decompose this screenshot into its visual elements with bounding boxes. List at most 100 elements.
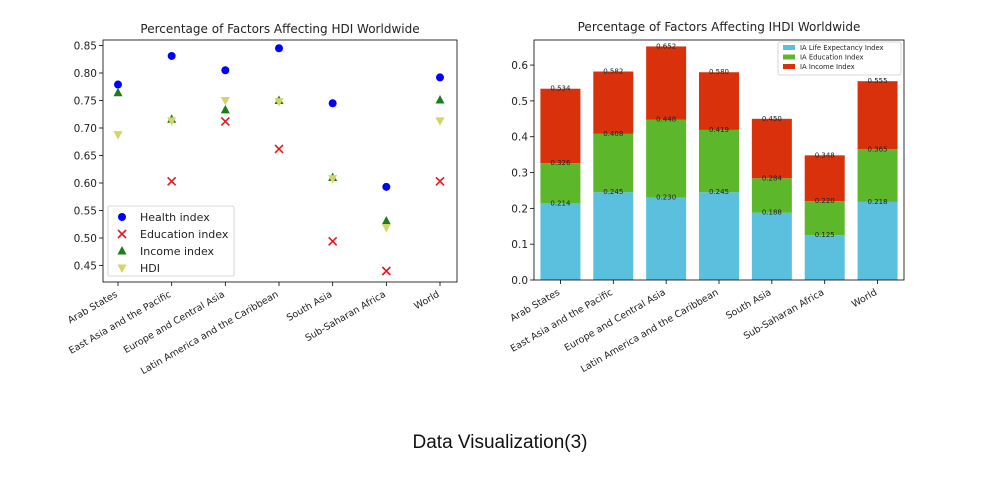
- data-label: 0.448: [656, 116, 676, 124]
- bar-segment: [593, 71, 634, 134]
- bar-segment: [857, 201, 898, 280]
- ihdi-stacked-bar-chart: Percentage of Factors Affecting IHDI Wor…: [508, 20, 905, 375]
- bar-segment: [751, 178, 792, 213]
- y-tick-label: 0.6: [511, 60, 528, 72]
- data-point: [113, 87, 123, 97]
- bar-segment: [804, 235, 845, 280]
- bar-segment: [804, 155, 845, 202]
- data-label: 0.580: [709, 68, 729, 76]
- y-tick-label: 0.5: [511, 96, 528, 108]
- data-point: [382, 182, 391, 191]
- data-label: 0.582: [603, 68, 623, 76]
- data-label: 0.365: [868, 145, 888, 153]
- data-point: [167, 117, 177, 126]
- bar-segment: [646, 119, 687, 198]
- data-label: 0.245: [603, 188, 623, 196]
- bar-segment: [699, 129, 739, 193]
- data-point: [435, 117, 445, 126]
- data-label: 0.534: [550, 85, 571, 93]
- y-tick-label: 0.1: [511, 239, 528, 251]
- legend-label: IA Education Index: [800, 54, 864, 62]
- bar-segment: [593, 192, 634, 280]
- legend-box: [777, 41, 902, 76]
- y-tick-label: 0.75: [74, 96, 97, 108]
- data-label: 0.214: [550, 199, 571, 207]
- data-label: 0.326: [550, 159, 571, 167]
- y-tick-label: 0.65: [74, 151, 97, 163]
- data-point: [220, 116, 230, 126]
- figure-caption: Data Visualization(3): [412, 432, 588, 453]
- data-label: 0.284: [762, 174, 783, 182]
- bar-segment: [540, 163, 581, 204]
- bar-segment: [751, 212, 792, 280]
- data-point: [435, 176, 445, 186]
- y-tick-label: 0.50: [74, 233, 97, 245]
- y-tick-label: 0.85: [74, 41, 97, 53]
- data-label: 0.555: [868, 77, 888, 85]
- data-point: [114, 80, 122, 89]
- data-label: 0.419: [709, 126, 729, 134]
- legend-marker: [117, 229, 127, 239]
- y-tick-label: 0.70: [74, 123, 97, 135]
- bar-segment: [646, 197, 687, 280]
- bar-segment: [646, 46, 687, 120]
- y-tick-label: 0.80: [74, 68, 97, 80]
- x-tick-label: East Asia and the Pacific: [67, 289, 173, 357]
- x-tick-label: South Asia: [285, 289, 334, 324]
- x-tick-label: World: [850, 287, 879, 310]
- plot-frame: [102, 39, 458, 283]
- y-tick-label: 0.45: [74, 261, 97, 273]
- legend-swatch: [783, 45, 795, 50]
- data-label: 0.450: [762, 115, 782, 123]
- legend-marker: [118, 213, 126, 221]
- data-point: [113, 131, 123, 140]
- data-label: 0.220: [815, 197, 835, 205]
- data-point: [220, 97, 230, 106]
- bar-segment: [804, 201, 845, 236]
- legend-label: IA Income Index: [800, 63, 855, 71]
- y-tick-label: 0.60: [74, 178, 97, 190]
- chart-title: Percentage of Factors Affecting HDI Worl…: [140, 22, 419, 36]
- y-tick-label: 0.3: [511, 168, 528, 180]
- y-tick-label: 0.0: [511, 275, 528, 287]
- bar-segment: [593, 133, 634, 193]
- data-point: [221, 66, 230, 75]
- y-tick-label: 0.55: [74, 206, 97, 218]
- data-label: 0.188: [762, 209, 782, 217]
- legend-label: Income index: [140, 245, 215, 258]
- data-point: [435, 94, 445, 104]
- x-tick-label: South Asia: [724, 287, 773, 322]
- bar-segment: [540, 203, 581, 280]
- data-point: [274, 144, 284, 154]
- data-label: 0.245: [709, 188, 729, 196]
- data-label: 0.230: [656, 194, 676, 202]
- x-tick-label: World: [412, 289, 441, 312]
- bar-segment: [699, 72, 739, 130]
- y-tick-label: 0.4: [511, 132, 528, 144]
- data-point: [381, 224, 391, 233]
- data-label: 0.408: [603, 130, 623, 138]
- chart-title: Percentage of Factors Affecting IHDI Wor…: [578, 20, 861, 34]
- bar-segment: [699, 192, 739, 280]
- data-label: 0.348: [815, 151, 835, 159]
- legend-swatch: [783, 54, 795, 60]
- legend-marker: [117, 264, 127, 273]
- y-tick-label: 0.2: [511, 203, 528, 215]
- x-tick-label: Europe and Central Asia: [122, 289, 227, 356]
- data-point: [274, 98, 284, 107]
- data-point: [328, 99, 337, 108]
- legend-box: [107, 205, 235, 277]
- data-point: [275, 44, 283, 53]
- data-point: [328, 236, 338, 246]
- data-point: [328, 175, 338, 184]
- data-point: [436, 73, 444, 82]
- data-point: [381, 266, 391, 276]
- data-label: 0.652: [656, 42, 676, 50]
- legend-label: HDI: [140, 262, 160, 275]
- bar-segment: [857, 81, 898, 150]
- data-point: [167, 176, 177, 186]
- data-point: [381, 215, 391, 225]
- data-point: [167, 51, 176, 60]
- legend-label: Health index: [140, 211, 210, 224]
